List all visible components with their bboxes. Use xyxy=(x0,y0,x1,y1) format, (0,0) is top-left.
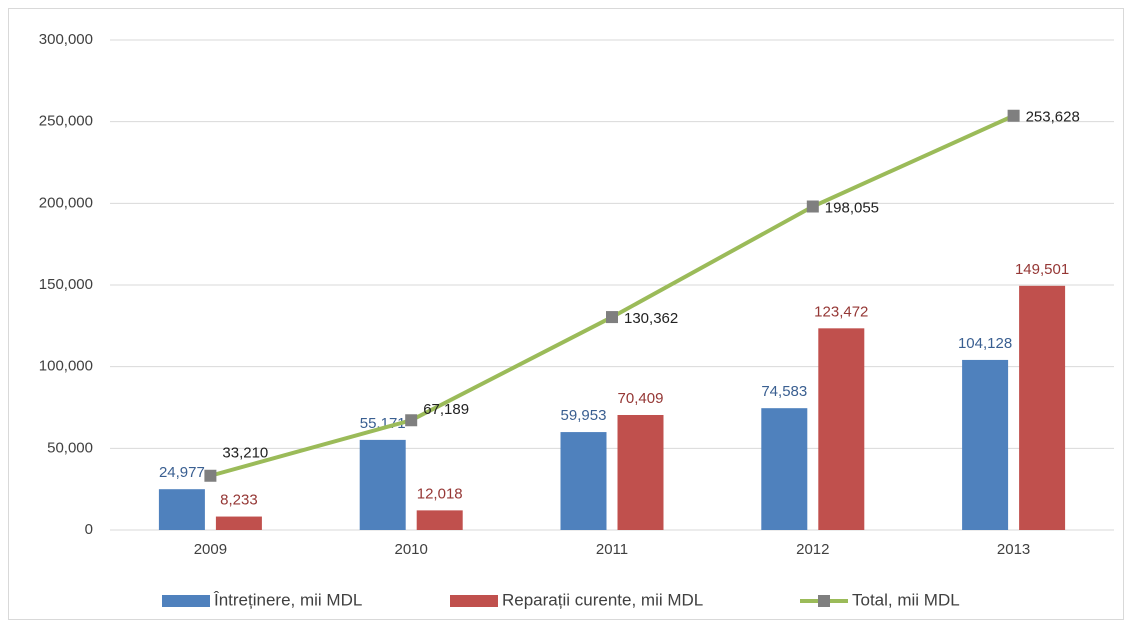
bar xyxy=(359,439,406,530)
data-label: 149,501 xyxy=(1015,261,1069,278)
bar xyxy=(1019,285,1066,530)
data-label: 253,628 xyxy=(1026,109,1080,126)
x-tick-label: 2009 xyxy=(194,541,227,558)
y-tick-label: 50,000 xyxy=(47,439,93,456)
legend-label: Reparații curente, mii MDL xyxy=(502,590,703,609)
legend-swatch xyxy=(450,595,498,607)
marker xyxy=(806,200,819,213)
data-label: 198,055 xyxy=(825,199,879,216)
bar xyxy=(158,489,205,530)
data-label: 12,018 xyxy=(417,485,463,502)
y-tick-label: 0 xyxy=(85,521,93,538)
y-tick-label: 250,000 xyxy=(39,113,93,130)
bar xyxy=(818,328,865,530)
y-tick-label: 100,000 xyxy=(39,358,93,375)
bar xyxy=(416,510,463,530)
data-label: 130,362 xyxy=(624,310,678,327)
data-label: 24,977 xyxy=(159,464,205,481)
x-tick-label: 2010 xyxy=(395,541,428,558)
data-label: 8,233 xyxy=(220,492,258,509)
y-tick-label: 200,000 xyxy=(39,194,93,211)
legend-marker xyxy=(818,595,830,607)
data-label: 67,189 xyxy=(423,401,469,418)
bar xyxy=(761,408,808,530)
bar xyxy=(962,359,1009,530)
x-tick-label: 2011 xyxy=(596,541,628,558)
y-tick-label: 150,000 xyxy=(39,276,93,293)
legend-label: Total, mii MDL xyxy=(852,590,960,609)
data-label: 74,583 xyxy=(761,383,807,400)
marker xyxy=(1007,109,1020,122)
x-tick-label: 2012 xyxy=(796,541,829,558)
marker xyxy=(405,414,418,427)
bar xyxy=(617,414,664,530)
bar xyxy=(560,432,607,530)
data-label: 70,409 xyxy=(618,390,664,407)
marker xyxy=(204,469,217,482)
x-tick-label: 2013 xyxy=(997,541,1030,558)
marker xyxy=(606,311,618,324)
y-tick-label: 300,000 xyxy=(39,31,93,48)
data-label: 33,210 xyxy=(222,445,268,462)
bar xyxy=(215,516,262,530)
data-label: 59,953 xyxy=(561,407,607,424)
data-label: 123,472 xyxy=(814,303,868,320)
legend-label: Întreținere, mii MDL xyxy=(213,590,362,609)
data-label: 104,128 xyxy=(958,335,1012,352)
data-label: 55,171 xyxy=(360,415,406,432)
legend-swatch xyxy=(162,595,210,607)
